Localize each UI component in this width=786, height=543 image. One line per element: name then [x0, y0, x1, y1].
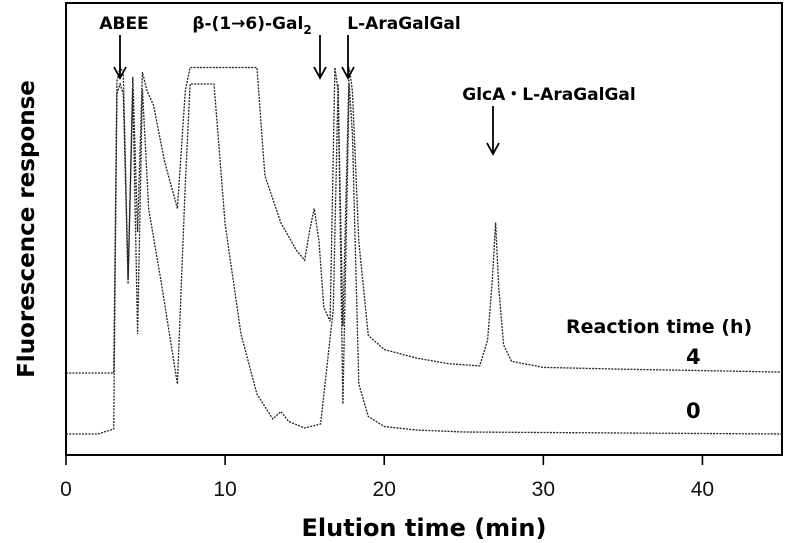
- peak-annotations: ABEE β-(1→6)-Gal2 L-AraGalGal GlcA・L-AraGal…: [99, 14, 636, 156]
- peak-arrow: [486, 106, 500, 156]
- series-label-0: 0: [686, 399, 701, 423]
- x-axis-tick-labels: 0 10 20 30 40: [60, 478, 714, 501]
- x-tick-label: 10: [213, 478, 236, 501]
- trace-reaction-0h: [66, 81, 782, 435]
- x-axis-title: Elution time (min): [302, 514, 547, 542]
- trace-reaction-4h: [66, 65, 782, 374]
- x-axis-ticks: [65, 455, 704, 465]
- peak-arrow: [313, 35, 327, 80]
- x-tick-label: 20: [373, 478, 396, 501]
- y-axis-title: Fluorescence response: [14, 80, 40, 378]
- series-label-4: 4: [686, 345, 701, 369]
- peak-annotation-label: GlcA・L-AraGalGal: [462, 85, 635, 105]
- peak-arrow: [341, 35, 355, 80]
- peak-annotation-label: ABEE: [99, 14, 148, 34]
- x-tick-label: 0: [60, 478, 72, 501]
- x-tick-label: 30: [532, 478, 555, 501]
- peak-annotation-label: L-AraGalGal: [347, 14, 460, 34]
- legend-title: Reaction time (h): [566, 316, 752, 338]
- peak-arrow: [113, 35, 127, 80]
- plot-frame: [65, 2, 783, 456]
- x-tick-label: 40: [691, 478, 714, 501]
- peak-annotation-label: β-(1→6)-Gal2: [192, 14, 311, 37]
